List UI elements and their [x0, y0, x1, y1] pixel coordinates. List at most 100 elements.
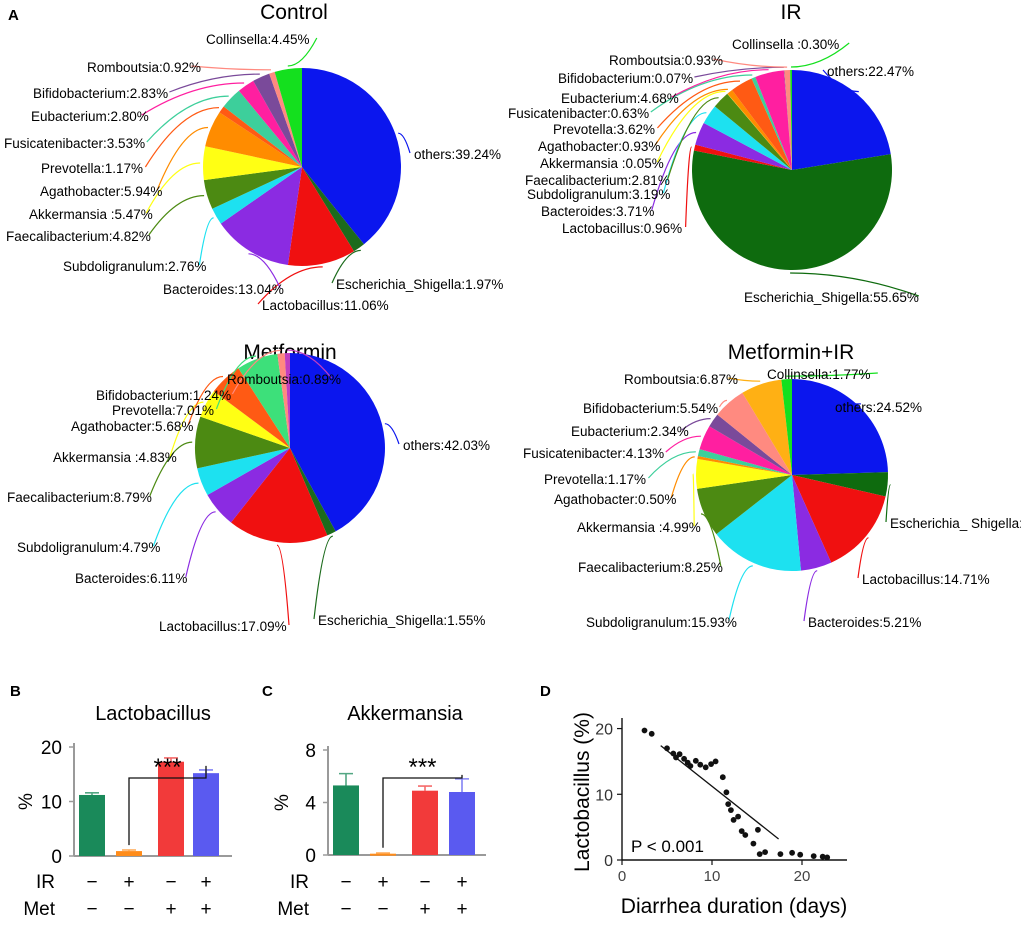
- pie-ir-label-akkermansia: Akkermansia :0.05%: [540, 156, 664, 171]
- pie-control-leader-others: [398, 132, 411, 154]
- scatter-diarrhea-point-19: [735, 813, 741, 820]
- pie-ir-leader-romboutsia: [713, 58, 788, 68]
- pie-metformin-slice-subdoligranulum: [197, 448, 290, 495]
- pie-metformin-ir-label-eubacterium: Eubacterium:2.34%: [571, 424, 689, 439]
- pie-control-label-lactobacillus: Lactobacillus:11.06%: [262, 298, 389, 313]
- pie-control-leader-escherichia-shigella: [331, 249, 361, 284]
- scatter-diarrhea-point-14: [719, 774, 726, 781]
- scatter-diarrhea-point-15: [723, 789, 730, 796]
- pie-ir-leader-collinsella: [790, 42, 850, 68]
- bar-lactobacillus-ir-sign-2: −: [165, 872, 176, 893]
- pie-metformin-ir-label-bifidobacterium: Bifidobacterium:5.54%: [583, 401, 718, 416]
- pie-ir-slice-escherichia-shigella: [692, 150, 893, 271]
- pie-metformin-ir-slice-bifidobacterium: [717, 392, 792, 475]
- scatter-diarrhea-point-9: [692, 757, 699, 764]
- bar-akkermansia-bar-metformin-ir: [449, 792, 475, 855]
- panel-letter-b: B: [10, 683, 21, 700]
- pie-ir-label-bifidobacterium: Bifidobacterium:0.07%: [558, 71, 693, 86]
- pie-control-label-agathobacter: Agathobacter:5.94%: [40, 184, 162, 199]
- bar-lactobacillus-ytick-label-1: 10: [41, 793, 62, 814]
- pie-metformin-slice-prevotella: [238, 353, 290, 448]
- pie-metformin-slice-faecalibacterium: [195, 416, 290, 469]
- pie-metformin-ir-leader-eubacterium: [681, 418, 711, 431]
- pie-metformin-slice-akkermansia: [200, 391, 290, 448]
- pie-metformin-ir-slice-prevotella: [697, 449, 792, 475]
- pie-control-leader-fusicatenibacter: [146, 95, 229, 143]
- pie-ir-label-fusicatenibacter: Fusicatenibacter:0.63%: [508, 106, 649, 121]
- bar-akkermansia-ir-sign-2: −: [419, 872, 430, 893]
- bar-lactobacillus-errorbar-ir: [122, 849, 136, 852]
- bar-akkermansia-bar-control: [333, 785, 359, 855]
- panel-letter-c: C: [262, 683, 273, 700]
- pie-control-slice-subdoligranulum: [212, 167, 302, 224]
- pie-metformin-ir-slice-subdoligranulum: [716, 475, 801, 571]
- bar-akkermansia-met-sign-0: −: [340, 899, 351, 920]
- pie-ir-slice-bacteroides: [695, 122, 792, 170]
- pie-metformin-ir-leader-lactobacillus: [857, 537, 869, 579]
- pie-ir-label-subdoligranulum: Subdoligranulum:3.19%: [527, 187, 670, 202]
- pie-metformin-label-escherichia-shigella: Escherichia_Shigella:1.55%: [318, 613, 485, 628]
- pie-metformin-ir-label-escherichia-shigella: Escherichia_ Shigella:4.07%: [890, 516, 1021, 531]
- scatter-diarrhea-point-20: [738, 828, 745, 834]
- bar-lactobacillus-errorbar-metformin: [164, 757, 178, 762]
- pie-ir-slice-others: [792, 70, 891, 170]
- pie-control-leader-eubacterium: [141, 82, 245, 116]
- pie-metformin-ir-leader-fusicatenibacter: [665, 435, 701, 453]
- bar-akkermansia-title: Akkermansia: [347, 703, 463, 725]
- pie-metformin-ir-leader-collinsella: [786, 372, 878, 377]
- pie-ir-slice-agathobacter: [727, 89, 792, 170]
- pie-metformin-ir-slice-eubacterium: [709, 414, 792, 475]
- pie-ir-leader-others: [822, 69, 859, 93]
- pie-ir-leader-fusicatenibacter: [650, 74, 753, 113]
- scatter-diarrhea-point-1: [648, 730, 655, 737]
- scatter-diarrhea-point-28: [797, 851, 804, 858]
- pie-metformin-ir-leader-bacteroides: [803, 570, 818, 622]
- scatter-diarrhea-point-11: [702, 764, 709, 771]
- bar-lactobacillus-ir-sign-0: −: [86, 872, 97, 893]
- bar-akkermansia-met-sign-1: −: [377, 899, 388, 920]
- scatter-diarrhea-xtick-label-2: 20: [794, 868, 811, 885]
- pie-control-leader-faecalibacterium: [148, 195, 205, 236]
- pie-ir-label-agathobacter: Agathobacter:0.93%: [538, 139, 660, 154]
- bar-lactobacillus-row-label-ir: IR: [36, 872, 55, 893]
- pie-ir-leader-bacteroides: [651, 131, 697, 211]
- pie-metformin-ir-label-romboutsia: Romboutsia:6.87%: [624, 372, 738, 387]
- pie-metformin-ir-slice-bacteroides: [792, 475, 832, 571]
- pie-metformin-leader-agathobacter: [187, 375, 224, 426]
- bar-akkermansia: Akkermansia 0 4 8% *** IR − + − + Met − − + +: [272, 703, 486, 920]
- bar-akkermansia-bar-ir: [370, 853, 396, 856]
- bar-lactobacillus-significance-bracket: [128, 765, 207, 846]
- bar-akkermansia-ytick-label-0: 0: [305, 846, 316, 867]
- pie-control-label-escherichia-shigella: Escherichia_Shigella:1.97%: [336, 277, 503, 292]
- pie-metformin-ir-label-collinsella: Collinsella:1.77%: [767, 367, 871, 382]
- pie-metformin-label-lactobacillus: Lactobacillus:17.09%: [159, 619, 287, 634]
- bar-lactobacillus-errorbar-control: [85, 791, 99, 795]
- pie-metformin-ir-slice-faecalibacterium: [697, 475, 792, 535]
- scatter-diarrhea-point-21: [742, 832, 749, 838]
- pie-control-slice-lactobacillus: [287, 167, 354, 266]
- pie-control-label-subdoligranulum: Subdoligranulum:2.76%: [63, 259, 206, 274]
- scatter-diarrhea-point-27: [789, 849, 795, 856]
- pie-metformin-label-bacteroides: Bacteroides:6.11%: [75, 571, 187, 586]
- pie-metformin-ir-leader-akkermansia: [692, 473, 695, 527]
- pie-metformin-ir-label-faecalibacterium: Faecalibacterium:8.25%: [578, 560, 723, 575]
- pie-metformin-ir-label-lactobacillus: Lactobacillus:14.71%: [862, 572, 990, 587]
- pie-metformin-label-others: others:42.03%: [403, 438, 490, 453]
- pie-metformin-label-prevotella: Prevotella:7.01%: [112, 403, 214, 418]
- scatter-diarrhea-point-10: [697, 761, 704, 768]
- pie-metformin-slice-others: [290, 353, 385, 532]
- pie-control-slice-collinsella: [274, 68, 302, 167]
- pie-control-label-fusicatenibacter: Fusicatenibacter:3.53%: [4, 136, 145, 151]
- pie-control-label-faecalibacterium: Faecalibacterium:4.82%: [6, 229, 151, 244]
- pie-control-leader-lactobacillus: [257, 266, 323, 305]
- pie-metformin-ir-label-agathobacter: Agathobacter:0.50%: [554, 492, 676, 507]
- bar-akkermansia-met-sign-2: +: [419, 899, 430, 920]
- pie-metformin-ir-leader-others: [830, 403, 861, 407]
- pie-metformin-ir-label-fusicatenibacter: Fusicatenibacter:4.13%: [523, 446, 664, 461]
- pie-metformin: Metforminothers:42.03%Escherichia_Shigel…: [7, 341, 490, 634]
- bar-lactobacillus-title: Lactobacillus: [95, 703, 211, 725]
- pie-control-label-collinsella: Collinsella:4.45%: [206, 32, 310, 47]
- pie-control-label-romboutsia: Romboutsia:0.92%: [87, 60, 201, 75]
- pie-metformin-leader-prevotella: [215, 355, 257, 410]
- scatter-diarrhea-p-value: P < 0.001: [631, 837, 704, 856]
